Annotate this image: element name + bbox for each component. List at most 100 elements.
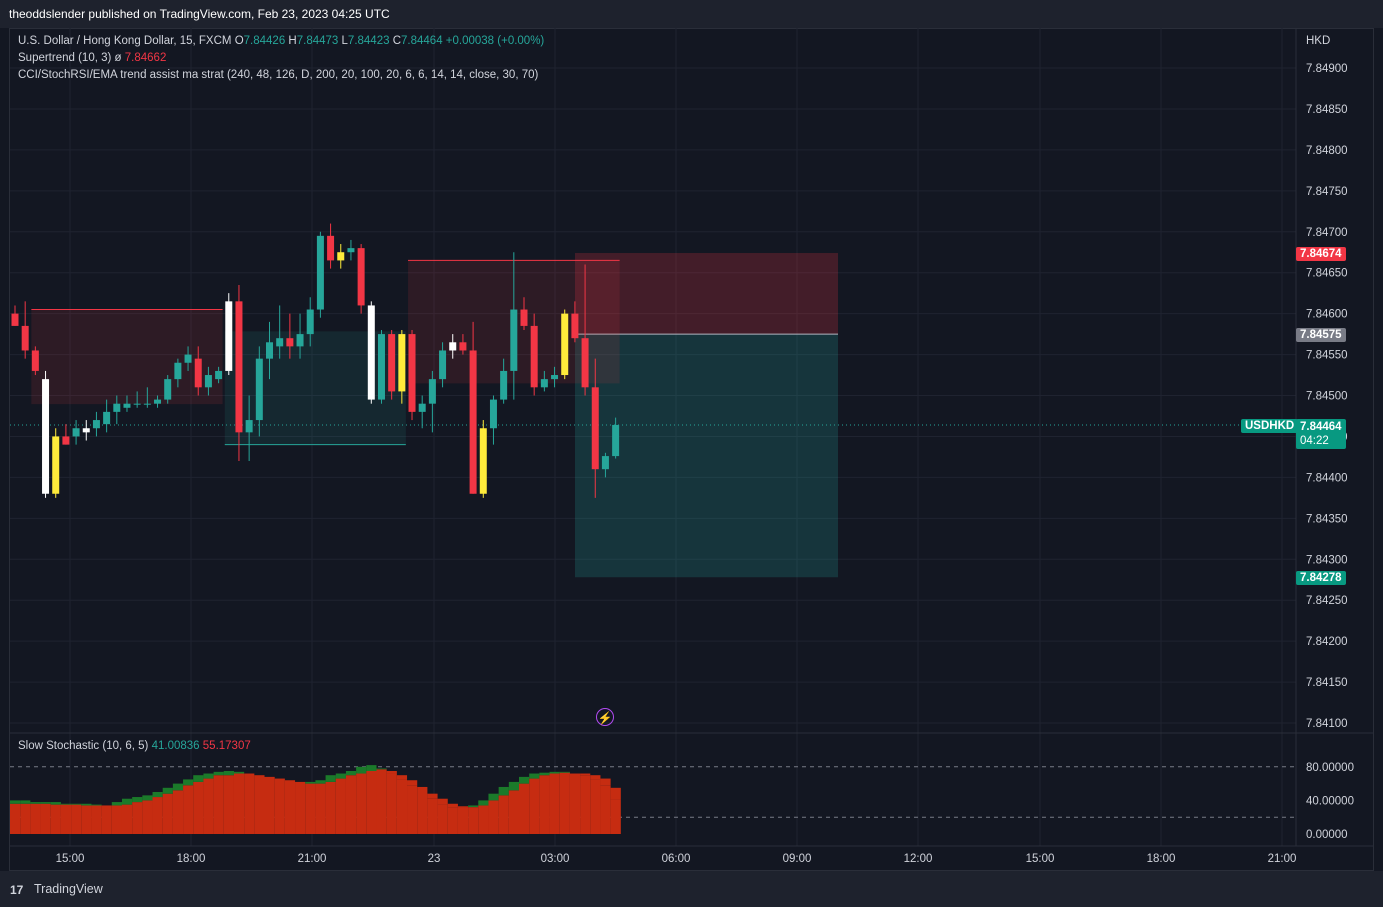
stoch-bar-top bbox=[152, 792, 163, 798]
price-tick-label: 7.84700 bbox=[1306, 227, 1348, 239]
candles bbox=[11, 223, 620, 498]
time-tick-label: 09:00 bbox=[783, 853, 812, 865]
stoch-tick-label: 80.00000 bbox=[1306, 762, 1354, 774]
time-tick-label: 21:00 bbox=[1268, 853, 1297, 865]
price-tick-label: 7.84850 bbox=[1306, 104, 1348, 116]
stoch-bar-top bbox=[203, 773, 214, 779]
price-tick-label: 7.84300 bbox=[1306, 554, 1348, 566]
low-value: 7.84423 bbox=[347, 35, 390, 47]
stoch-bar-top bbox=[539, 772, 550, 776]
candle-body bbox=[408, 334, 416, 412]
stoch-bar bbox=[274, 778, 285, 834]
stoch-bar-top bbox=[40, 802, 51, 804]
countdown-value: 04:22 bbox=[1300, 435, 1329, 447]
stoch-bar bbox=[427, 798, 438, 834]
stoch-bar bbox=[233, 773, 245, 834]
target-price-label: 7.84278 bbox=[1296, 571, 1346, 585]
position-zones bbox=[10, 253, 1296, 578]
candle-body bbox=[276, 338, 284, 347]
lightning-icon[interactable]: ⚡ bbox=[596, 708, 614, 726]
stoch-bar-top bbox=[71, 803, 82, 805]
chart-frame bbox=[9, 28, 1374, 871]
price-tick-label: 7.84800 bbox=[1306, 145, 1348, 157]
stoch-bar bbox=[600, 785, 611, 834]
stoch-bar-top bbox=[162, 787, 173, 794]
stoch-bar bbox=[40, 803, 51, 834]
candle-body bbox=[215, 370, 223, 380]
open-value: 7.84426 bbox=[243, 35, 286, 47]
candle-body bbox=[62, 436, 70, 445]
candle-body bbox=[266, 342, 273, 359]
stoch-bar-top bbox=[20, 800, 31, 804]
symbol-tag: USDHKD bbox=[1241, 419, 1299, 433]
stochastic-legend[interactable]: Slow Stochastic (10, 6, 5) 41.00836 55.1… bbox=[18, 740, 251, 752]
close-value: 7.84464 bbox=[401, 35, 443, 47]
candle-body bbox=[500, 370, 508, 400]
stoch-bar-top bbox=[610, 787, 621, 800]
stoch-bar-top bbox=[559, 771, 570, 773]
time-tick-label: 23 bbox=[428, 853, 441, 865]
tradingview-brand[interactable]: TradingView bbox=[34, 882, 103, 896]
price-tick-label: 7.84250 bbox=[1306, 595, 1348, 607]
candle-body bbox=[520, 309, 528, 326]
grid bbox=[10, 28, 1374, 847]
stochastic-pane bbox=[10, 765, 1296, 834]
candle-body bbox=[612, 424, 620, 457]
stoch-bar bbox=[376, 769, 387, 834]
stoch-bar-top bbox=[335, 773, 346, 779]
candle-body bbox=[561, 313, 569, 376]
stoch-bar bbox=[356, 773, 367, 834]
stoch-bar-top bbox=[30, 802, 41, 804]
candle-body bbox=[286, 338, 294, 347]
stop-price-label: 7.84674 bbox=[1296, 247, 1346, 261]
candle-body bbox=[540, 379, 548, 388]
stoch-bar bbox=[539, 775, 550, 834]
open-label: O bbox=[234, 35, 244, 47]
stoch-bar bbox=[111, 805, 122, 834]
stoch-bar bbox=[10, 803, 21, 834]
stoch-bar-top bbox=[356, 766, 367, 774]
candle-body bbox=[388, 334, 396, 392]
strategy-legend[interactable]: CCI/StochRSI/EMA trend assist ma strat (… bbox=[18, 69, 538, 81]
price-tick-label: 7.84900 bbox=[1306, 63, 1348, 75]
stoch-bar bbox=[295, 781, 306, 834]
candle-body bbox=[204, 375, 212, 388]
candle-body bbox=[31, 350, 39, 371]
stoch-bar bbox=[519, 783, 530, 834]
stoch-bar bbox=[366, 771, 377, 834]
price-tick-label: 7.84550 bbox=[1306, 350, 1348, 362]
price-tick-label: 7.84100 bbox=[1306, 718, 1348, 730]
stoch-bar bbox=[580, 775, 591, 834]
stoch-bar bbox=[468, 807, 479, 834]
stoch-bar-top bbox=[121, 798, 133, 805]
candle-body bbox=[327, 235, 335, 261]
candle-body bbox=[459, 342, 467, 351]
stoch-bar-top bbox=[600, 778, 611, 786]
stoch-bar-top bbox=[437, 798, 448, 805]
supertrend-legend[interactable]: Supertrend (10, 3) ø 7.84662 bbox=[18, 52, 166, 64]
time-tick-label: 18:00 bbox=[1147, 853, 1176, 865]
price-tick-label: 7.84200 bbox=[1306, 636, 1348, 648]
stoch-bar bbox=[407, 785, 418, 834]
candle-body bbox=[418, 403, 426, 412]
current-price-value: 7.84464 bbox=[1300, 421, 1342, 433]
stoch-bar-top bbox=[407, 780, 418, 786]
candle-body bbox=[194, 358, 202, 388]
stoch-bar bbox=[193, 781, 204, 834]
stoch-bar-top bbox=[315, 780, 326, 784]
stoch-bar bbox=[20, 803, 31, 834]
stoch-bar bbox=[50, 804, 61, 834]
stoch-bar-top bbox=[468, 805, 479, 808]
stoch-bar bbox=[437, 804, 448, 834]
stoch-bar bbox=[549, 773, 560, 834]
stoch-bar bbox=[457, 807, 469, 834]
high-label: H bbox=[288, 35, 297, 47]
candle-body bbox=[489, 399, 497, 429]
time-axis: 15:00 18:00 21:00 23 03:00 06:00 09:00 12:00 15:… bbox=[56, 853, 1297, 865]
candle-body bbox=[357, 248, 365, 306]
candle-body bbox=[428, 379, 436, 404]
candle-body bbox=[347, 248, 355, 253]
candle-body bbox=[72, 428, 80, 437]
stoch-bar-top bbox=[580, 773, 591, 776]
